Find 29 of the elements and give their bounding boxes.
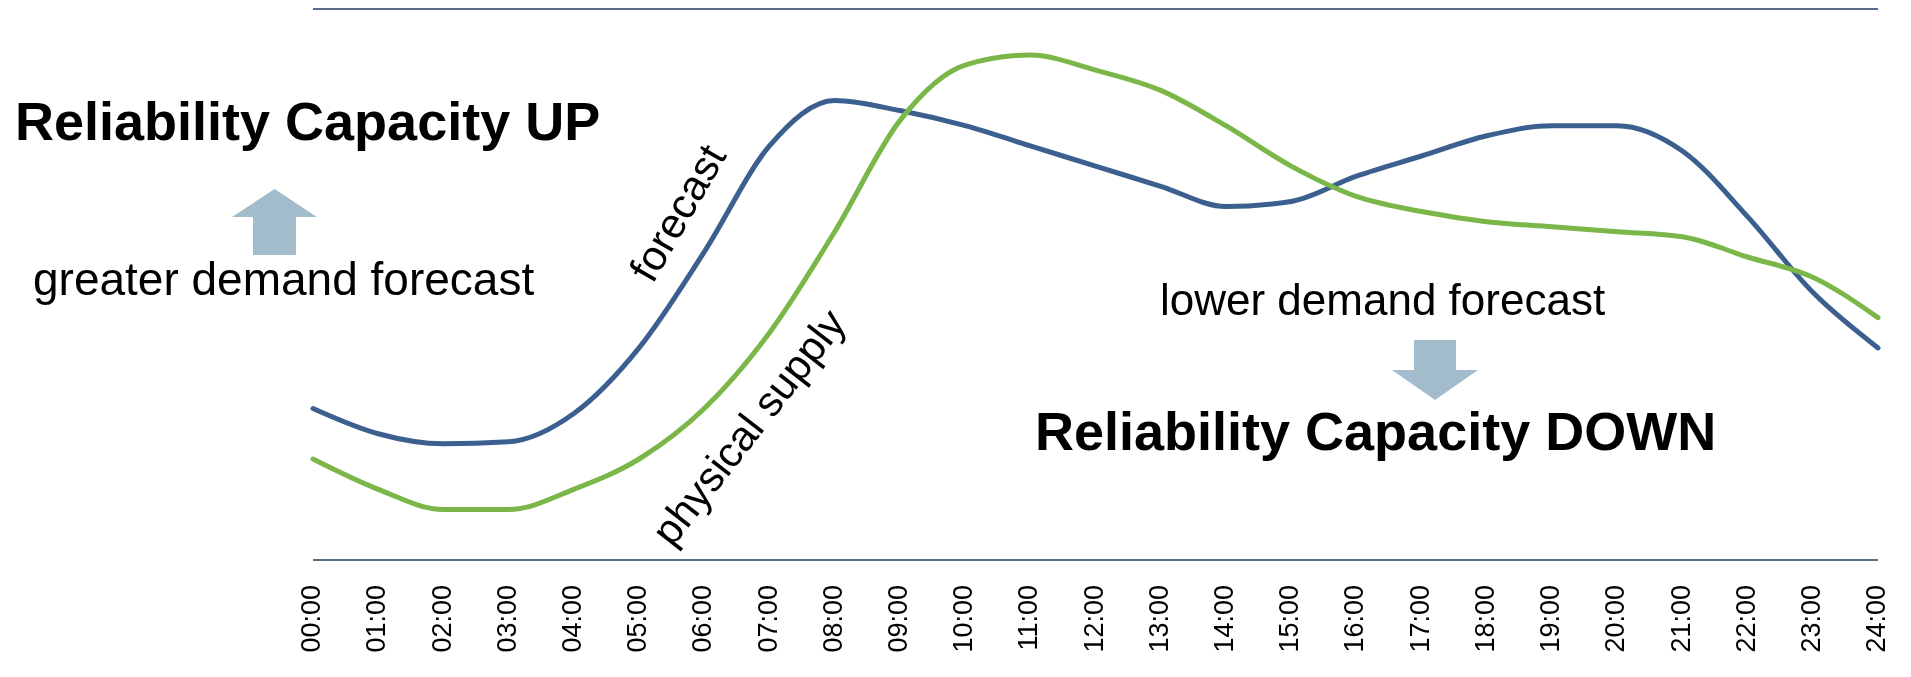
x-tick-label: 12:00 [1078,585,1109,653]
x-tick-label: 08:00 [817,585,848,653]
x-tick-label: 22:00 [1730,585,1761,653]
x-tick-label: 24:00 [1861,585,1892,653]
x-tick-label: 20:00 [1600,585,1631,653]
x-tick-label: 15:00 [1274,585,1305,653]
x-tick-label: 06:00 [687,585,718,653]
x-tick-label: 00:00 [296,585,327,653]
annotation: Reliability Capacity UP [15,91,601,151]
x-tick-label: 18:00 [1469,585,1500,653]
x-tick-label: 02:00 [426,585,457,653]
x-tick-label: 01:00 [361,585,392,653]
x-tick-label: 13:00 [1143,585,1174,653]
x-tick-label: 05:00 [622,585,653,653]
annotation: Reliability Capacity DOWN [1035,401,1717,461]
x-tick-label: 17:00 [1404,585,1435,653]
x-tick-label: 19:00 [1535,585,1566,653]
x-tick-label: 07:00 [752,585,783,653]
x-tick-label: 23:00 [1795,585,1826,653]
x-tick-label: 21:00 [1665,585,1696,653]
x-tick-label: 11:00 [1013,585,1044,651]
annotation: lower demand forecast [1160,275,1606,324]
x-tick-label: 04:00 [556,585,587,653]
x-tick-label: 03:00 [491,585,522,653]
x-tick-label: 10:00 [948,585,979,653]
annotation: greater demand forecast [33,253,535,305]
x-tick-label: 14:00 [1209,585,1240,653]
x-tick-label: 16:00 [1339,585,1370,653]
x-tick-label: 09:00 [883,585,913,653]
